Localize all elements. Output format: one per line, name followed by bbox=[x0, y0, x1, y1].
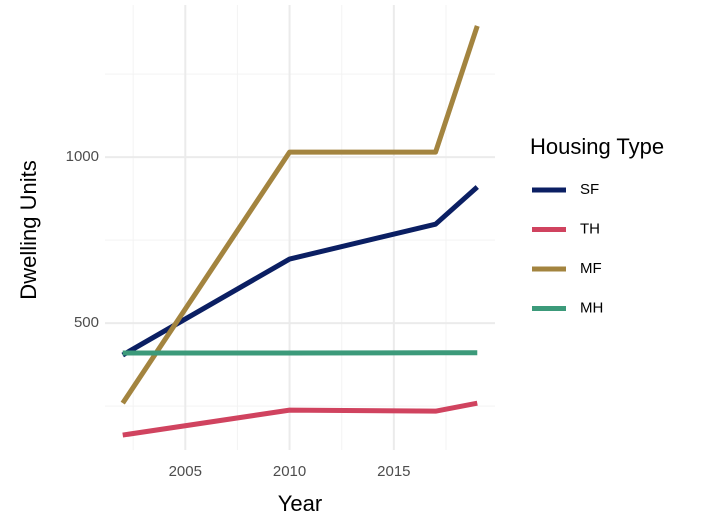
series-line bbox=[120, 25, 480, 405]
x-tick-label: 2005 bbox=[169, 463, 202, 480]
x-tick-label: 2015 bbox=[377, 463, 410, 480]
legend-label: MH bbox=[580, 299, 603, 316]
legend-label: SF bbox=[580, 181, 599, 198]
series-line bbox=[121, 185, 479, 358]
grid bbox=[105, 5, 495, 450]
y-tick-label: 1000 bbox=[66, 148, 99, 165]
series-line bbox=[122, 400, 478, 438]
y-axis-title: Dwelling Units bbox=[16, 160, 41, 299]
y-tick-label: 500 bbox=[74, 314, 99, 331]
x-axis-title: Year bbox=[278, 491, 322, 516]
legend-label: TH bbox=[580, 220, 600, 237]
legend-label: MF bbox=[580, 260, 602, 277]
legend-title: Housing Type bbox=[530, 134, 664, 159]
x-tick-label: 2010 bbox=[273, 463, 306, 480]
